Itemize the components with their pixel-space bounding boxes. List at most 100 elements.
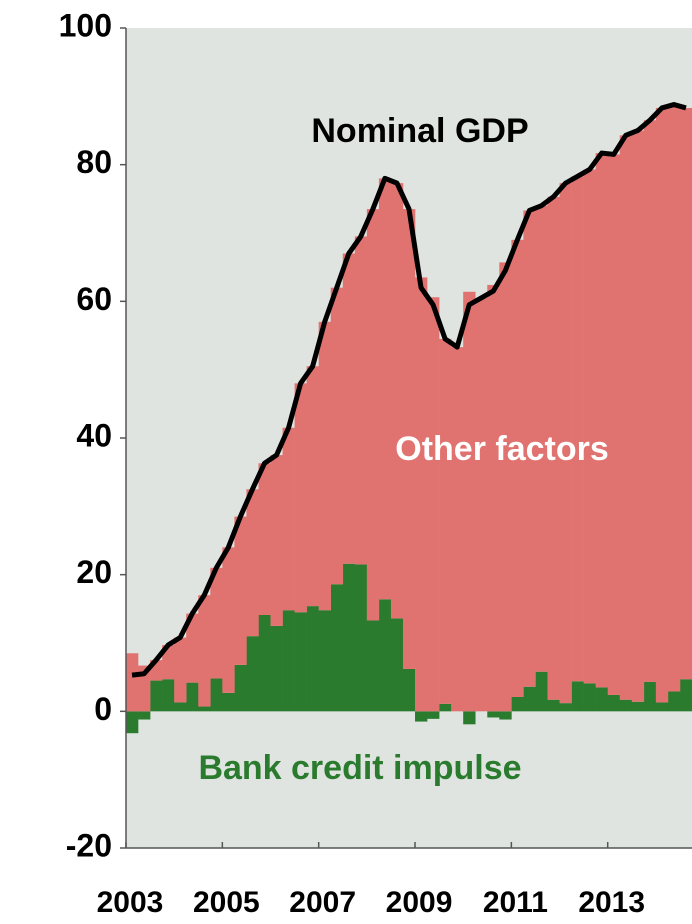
bar — [619, 699, 633, 712]
bar — [186, 682, 199, 712]
bar — [294, 383, 307, 613]
bar — [234, 516, 247, 665]
bar — [378, 178, 392, 600]
bar — [150, 680, 163, 712]
bar — [607, 154, 621, 695]
bar — [679, 679, 692, 712]
bar — [523, 210, 536, 687]
bar — [162, 679, 175, 712]
bar — [390, 183, 404, 619]
bar — [378, 599, 392, 712]
bar — [390, 618, 404, 712]
y-tick-label: 80 — [76, 144, 112, 180]
bar — [174, 637, 187, 703]
y-tick-label: 60 — [76, 281, 112, 317]
bar — [523, 686, 536, 712]
bar — [499, 711, 512, 720]
bar — [463, 711, 476, 725]
bar — [342, 563, 356, 712]
bar — [354, 236, 368, 565]
bar — [535, 671, 548, 712]
bar — [330, 584, 344, 712]
bar — [198, 706, 211, 712]
bar — [402, 209, 416, 669]
y-tick-label: 20 — [76, 554, 112, 590]
y-tick-label: 0 — [94, 691, 112, 727]
bar — [667, 691, 681, 712]
bar — [595, 153, 609, 688]
bar — [234, 664, 247, 712]
bar — [559, 183, 572, 704]
bar — [294, 612, 307, 712]
x-tick-label: 2007 — [289, 886, 356, 919]
bar — [583, 169, 596, 684]
bar — [475, 297, 488, 712]
bar — [643, 681, 657, 712]
bar — [270, 455, 283, 626]
bar — [210, 678, 223, 712]
bar — [571, 176, 584, 682]
bar — [439, 338, 452, 704]
bar — [282, 610, 295, 712]
bar — [174, 702, 187, 712]
bar — [342, 253, 356, 564]
bar — [427, 711, 440, 719]
bar — [198, 595, 211, 707]
bar — [258, 463, 271, 615]
bar — [210, 567, 223, 679]
bar — [631, 701, 645, 712]
bar — [439, 703, 452, 712]
bar — [306, 606, 319, 712]
bar — [330, 287, 344, 585]
y-tick-label: 100 — [59, 7, 112, 43]
bar — [583, 683, 596, 712]
bar — [499, 262, 512, 712]
bar — [643, 120, 657, 682]
x-tick-label: 2003 — [97, 886, 164, 919]
bar — [366, 209, 380, 621]
bar — [667, 104, 681, 692]
x-tick-label: 2005 — [193, 886, 260, 919]
bar — [463, 291, 476, 712]
bar — [126, 711, 139, 734]
bar — [487, 711, 500, 718]
bar — [306, 366, 319, 607]
bar — [186, 613, 199, 683]
bar — [415, 711, 428, 722]
bar — [559, 703, 572, 712]
line — [131, 102, 687, 678]
bar — [535, 205, 548, 672]
bar — [595, 687, 609, 712]
bar — [162, 645, 175, 680]
bar — [282, 427, 295, 611]
bar — [655, 702, 669, 712]
bar — [138, 665, 151, 712]
bar — [607, 694, 621, 712]
bar — [487, 284, 500, 712]
x-tick-label: 2011 — [483, 886, 548, 919]
x-tick-label: 2013 — [578, 886, 645, 919]
bar — [126, 653, 139, 712]
x-tick-label: 2009 — [386, 886, 453, 919]
bar — [246, 489, 259, 637]
bar — [318, 610, 332, 712]
y-tick-label: 40 — [76, 417, 112, 453]
bar — [655, 107, 669, 703]
y-tick-label: -20 — [66, 827, 112, 863]
bar — [619, 135, 633, 700]
series-label: Nominal GDP — [311, 112, 528, 150]
bar — [547, 699, 560, 712]
bar — [451, 347, 464, 712]
bar — [138, 711, 151, 720]
bar — [679, 107, 692, 680]
bar — [222, 547, 235, 693]
bar — [354, 564, 368, 712]
bar — [631, 130, 645, 702]
bar — [366, 620, 380, 712]
bar — [427, 297, 440, 712]
series-label: Bank credit impulse — [198, 749, 521, 787]
bar — [571, 681, 584, 712]
bar — [547, 196, 560, 700]
bar — [402, 668, 416, 712]
